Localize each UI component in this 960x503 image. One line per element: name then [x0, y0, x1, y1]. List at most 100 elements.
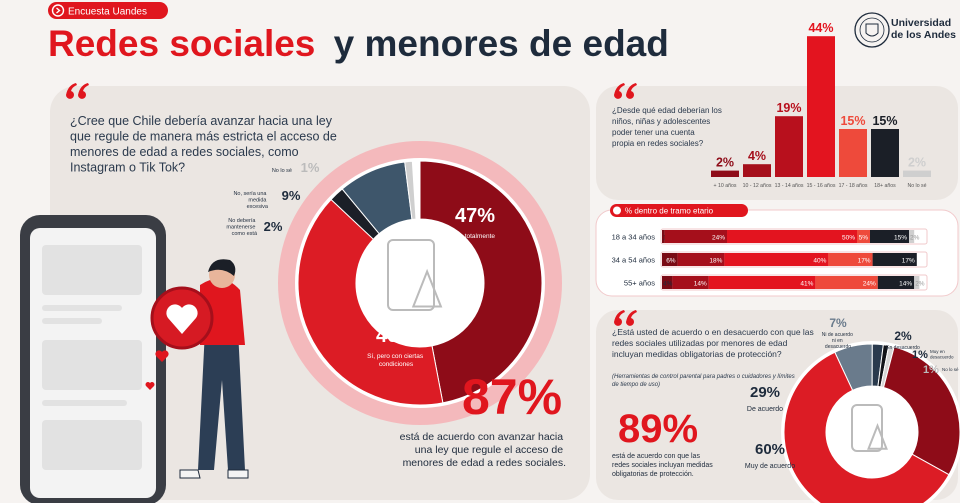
value-label: 9% [282, 188, 301, 203]
category-label: En desacuerdo [886, 345, 920, 351]
segment-label: 40% [813, 258, 826, 265]
value-label: 7% [829, 316, 847, 330]
segment [815, 276, 878, 289]
segment-label: 17% [902, 258, 915, 265]
segment-label: 2% [910, 235, 920, 242]
badge-icon [56, 7, 61, 14]
segment [708, 276, 816, 289]
bar [903, 170, 931, 177]
highlight: 89% [618, 407, 698, 451]
segment [662, 230, 665, 243]
segment [914, 276, 920, 289]
note: (Herramientas de control parental para p… [612, 374, 796, 388]
segment [727, 230, 857, 243]
x-tick-label: 18+ años [874, 183, 896, 189]
icon [387, 239, 435, 311]
value-label: 4% [748, 149, 766, 163]
segment-label: 5% [859, 235, 869, 242]
row-label: 34 a 54 años [612, 256, 656, 265]
category-label: Ni de acuerdo ni en desacuerdo [822, 332, 855, 350]
segment-label: 6% [666, 258, 676, 265]
x-tick-label: 17 - 18 años [839, 183, 868, 189]
question: ¿Está usted de acuerdo o en desacuerdo c… [612, 327, 816, 359]
x-tick-label: 15 - 16 años [807, 183, 836, 189]
bar [743, 164, 771, 177]
badge-icon [51, 4, 65, 17]
category-label: Muy de acuerdo [745, 463, 795, 470]
x-tick-label: 10 - 12 años [743, 183, 772, 189]
category-label: Sí, pero con ciertas condiciones [367, 353, 425, 368]
segment [909, 230, 915, 243]
segment-label: 24% [712, 235, 725, 242]
segment [870, 230, 909, 243]
question: ¿Desde qué edad deberían los niños, niña… [612, 106, 724, 148]
segment [664, 230, 727, 243]
illustration [20, 215, 249, 503]
title-icon [613, 206, 621, 215]
category-label: De acuerdo [747, 406, 783, 413]
segment [662, 276, 673, 289]
value-label: 15% [840, 114, 865, 128]
bar [775, 116, 803, 177]
highlight-text: está de acuerdo con avanzar hacia una le… [400, 431, 566, 469]
segment [828, 253, 873, 266]
value-label: 1% [301, 160, 320, 175]
segment [672, 276, 709, 289]
segment-label: 17% [858, 258, 871, 265]
segment-label: 14% [899, 281, 912, 288]
title-part: Redes sociales [48, 23, 315, 64]
value-label: 15% [872, 114, 897, 128]
x-tick-label: 13 - 14 años [775, 183, 804, 189]
quote-mark [614, 83, 637, 99]
bar [839, 129, 867, 177]
badge-text: Encuesta Uandes [68, 7, 147, 18]
icon [851, 404, 883, 452]
row-track [660, 228, 928, 245]
highlight: 87% [462, 369, 562, 425]
logo-crest [854, 12, 890, 48]
bar [711, 170, 739, 177]
value-label: 47% [455, 205, 495, 227]
bar [807, 36, 835, 178]
category-label: No lo sé [272, 168, 292, 174]
value-label: 1% [923, 364, 939, 376]
category-label: Sí, totalmente [455, 233, 495, 240]
category-label: No, sería una medida excesiva [233, 191, 268, 210]
stacked-title: % dentro de tramo etario [625, 207, 714, 216]
value-label: 2% [894, 329, 912, 343]
icon [411, 268, 443, 308]
segment [662, 253, 678, 266]
value-label: 60% [755, 441, 785, 458]
quote-mark [614, 310, 637, 326]
row-label: 18 a 34 años [612, 233, 656, 242]
segment-label: 24% [863, 281, 876, 288]
logo-text: Universidad [891, 17, 951, 29]
x-tick-label: + 10 años [714, 183, 737, 189]
category-label: No debería mantenerse como está [226, 218, 258, 237]
title-pill [610, 204, 748, 217]
x-tick-label: No lo sé [907, 183, 926, 189]
row-track [660, 251, 928, 268]
segment-label: 14% [694, 281, 707, 288]
segment [857, 230, 870, 243]
segment [677, 253, 725, 266]
category-label: Muy en desacuerdo [930, 349, 954, 359]
segment-label: 4% [663, 281, 673, 288]
question: ¿Cree que Chile debería avanzar hacia un… [70, 114, 340, 175]
value-label: 2% [908, 156, 926, 170]
quote-mark [66, 83, 89, 99]
segment-label: 18% [709, 258, 722, 265]
donut-hole [826, 386, 918, 478]
value-label: 1% [912, 349, 928, 361]
row-label: 55+ años [624, 279, 655, 288]
segment-label: 2% [915, 281, 925, 288]
value-label: 44% [808, 21, 833, 35]
segment [872, 253, 917, 266]
value-label: 29% [750, 384, 780, 401]
segment [877, 276, 915, 289]
row-track [660, 274, 928, 291]
segment [724, 253, 829, 266]
bar [871, 129, 899, 177]
